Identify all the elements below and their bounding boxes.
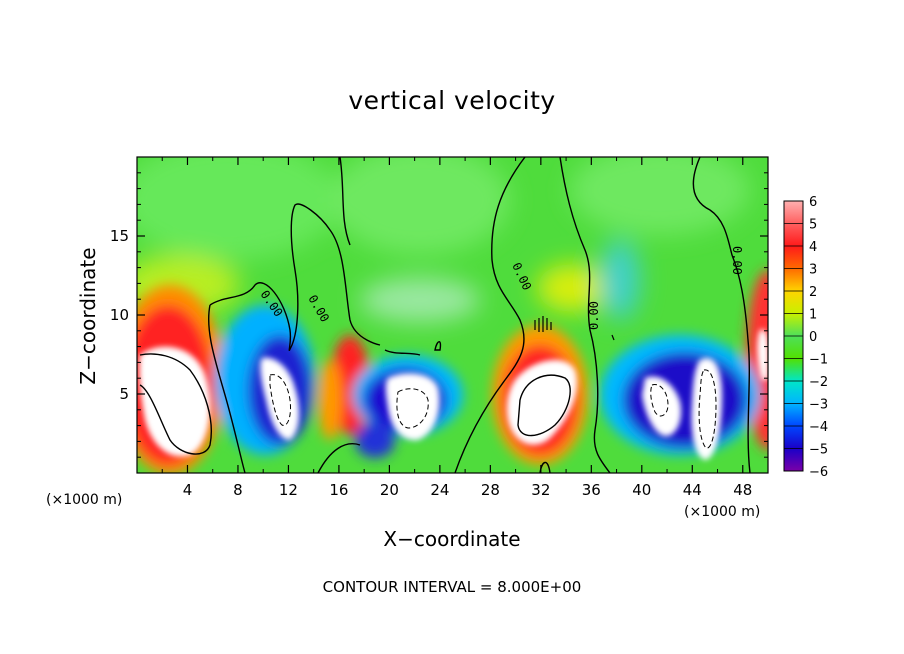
x-tick-label: 44 — [683, 481, 702, 499]
colorbar-tick-label: 0 — [809, 330, 817, 345]
x-tick-label: 8 — [233, 481, 243, 499]
zero-contour — [339, 157, 351, 246]
negative-contours — [269, 369, 717, 449]
x-tick-label: 36 — [582, 481, 601, 499]
contour-interval-note: CONTOUR INTERVAL = 8.000E+00 — [322, 578, 582, 596]
x-tick-label: 20 — [380, 481, 399, 499]
x-tick-label: 12 — [279, 481, 298, 499]
zero-contour — [317, 443, 361, 473]
colorbar-tick-label: 1 — [809, 308, 817, 323]
zero-contour — [434, 341, 442, 351]
zero-contour — [692, 157, 751, 473]
colorbar-tick-label: 6 — [809, 195, 817, 210]
colorbar-tick-label: 4 — [809, 240, 817, 255]
x-unit-label-left: (×1000 m) — [46, 492, 123, 508]
x-tick-label: 16 — [329, 481, 348, 499]
downdraft-core — [623, 352, 747, 448]
x-tick-label: 28 — [481, 481, 500, 499]
colorbar-tick-label: −2 — [809, 375, 828, 390]
x-tick-label: 24 — [430, 481, 449, 499]
colorbar-tick-label: 5 — [809, 218, 817, 233]
y-tick-label: 10 — [110, 306, 129, 324]
chart-title: vertical velocity — [348, 86, 556, 115]
field-cyan-region — [600, 240, 640, 320]
downdraft-white-core — [385, 373, 440, 441]
contour-label: 0.00 — [587, 301, 601, 330]
negative-contour — [269, 374, 291, 426]
y-tick-label: 15 — [110, 227, 129, 245]
zero-contour — [384, 349, 421, 356]
y-axis-label: Z−coordinate — [76, 247, 100, 385]
contour-hatch — [534, 316, 615, 341]
contour-label: 0.00 — [730, 246, 744, 275]
negative-contour — [396, 388, 429, 429]
zero-contour — [559, 157, 611, 473]
colorbar-tick-label: −4 — [809, 420, 828, 435]
colorbar-tick-label: −5 — [809, 443, 828, 458]
downdraft-white-core — [642, 376, 682, 437]
zero-contour — [207, 304, 246, 473]
x-tick-label: 48 — [733, 481, 752, 499]
colorbar-tick-label: 2 — [809, 285, 817, 300]
colorbar: 6 5 4 3 2 1 0 −1 −2 −3 −4 −5 −6 — [783, 195, 828, 480]
colorbar-tick-label: −1 — [809, 353, 828, 368]
x-tick-label: 32 — [531, 481, 550, 499]
field-cyan-region — [360, 278, 480, 322]
field-light-region — [330, 157, 510, 255]
x-tick-label: 40 — [632, 481, 651, 499]
colorbar-tick-label: −6 — [809, 465, 828, 480]
updraft-halo — [318, 360, 342, 440]
colorbar-tick-label: 3 — [809, 263, 817, 278]
field-light-region — [570, 157, 750, 235]
x-tick-label: 4 — [183, 481, 193, 499]
field-light-region — [137, 157, 340, 260]
negative-contour — [650, 383, 669, 417]
colorbar-tick-label: −3 — [809, 398, 828, 413]
zero-contours — [139, 157, 751, 473]
zero-contour — [209, 203, 381, 351]
updraft-white-core — [757, 329, 768, 380]
velocity-field — [137, 157, 768, 473]
zero-contour — [139, 353, 212, 455]
updraft-white-core — [506, 359, 577, 445]
zero-contour — [517, 374, 571, 437]
x-axis-label: X−coordinate — [383, 527, 521, 551]
downdraft-core — [355, 422, 395, 458]
x-unit-label-right: (×1000 m) — [684, 504, 761, 520]
zero-contour — [454, 157, 526, 473]
y-tick-label: 5 — [119, 385, 129, 403]
